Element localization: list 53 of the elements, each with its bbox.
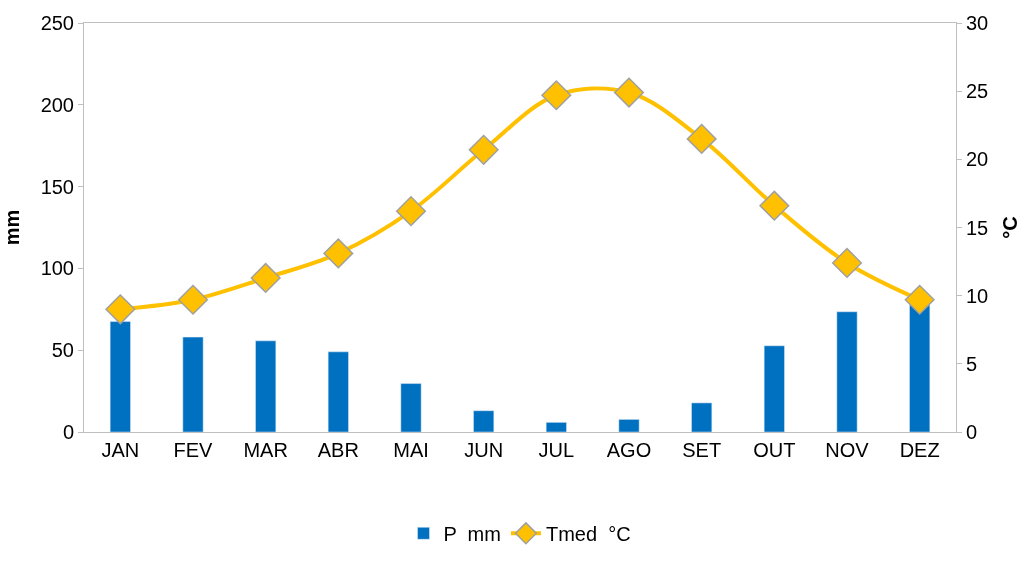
y2-tick-label: 5 — [966, 352, 978, 375]
bar — [763, 345, 785, 432]
y-tick-label: 50 — [51, 339, 74, 362]
legend-label: Tmed °C — [545, 523, 631, 546]
x-tick-label: FEV — [173, 439, 214, 461]
bar — [109, 321, 131, 432]
y2-tick-label: 25 — [966, 80, 989, 103]
point — [105, 294, 136, 325]
y2-tick-label: 30 — [966, 12, 989, 34]
x-tick-label: JAN — [101, 439, 140, 461]
point — [468, 134, 499, 165]
bar — [618, 419, 640, 432]
point — [395, 196, 427, 227]
point — [177, 284, 209, 315]
point — [831, 247, 863, 278]
bar — [400, 383, 422, 432]
x-tick-label: ABR — [317, 439, 359, 461]
x-tick-label: JUL — [538, 439, 575, 461]
y-tick-label: 150 — [40, 175, 74, 198]
y-tick-label: 200 — [40, 93, 74, 116]
x-tick-label: JUN — [464, 439, 504, 461]
bar — [909, 304, 931, 432]
x-tick-label: AGO — [606, 439, 652, 461]
point — [759, 190, 790, 221]
point — [613, 77, 645, 108]
bar — [473, 410, 495, 432]
y2-tick-label: 0 — [966, 421, 978, 443]
y-tick-label: 100 — [40, 257, 74, 280]
point — [686, 123, 717, 154]
y2-tick-label: 15 — [966, 216, 989, 239]
bar — [327, 351, 349, 432]
x-tick-label: MAR — [243, 439, 288, 461]
point — [904, 284, 935, 315]
y2-axis-title: °C — [998, 216, 1021, 239]
y-axis-title: mm — [1, 209, 24, 246]
y-tick-label: 250 — [40, 12, 74, 34]
bar — [255, 340, 277, 432]
bar — [836, 311, 858, 432]
x-tick-label: OUT — [753, 439, 796, 461]
x-tick-label: SET — [682, 439, 722, 461]
point — [323, 238, 354, 269]
x-tick-label: DEZ — [899, 439, 940, 461]
x-tick-label: NOV — [825, 439, 870, 461]
legend-label: P mm — [443, 523, 501, 546]
bar — [691, 402, 713, 432]
x-tick-label: MAI — [393, 439, 429, 461]
y-tick-label: 0 — [62, 421, 74, 443]
bar — [182, 336, 204, 432]
y2-tick-label: 20 — [966, 148, 989, 171]
y2-tick-label: 10 — [966, 284, 989, 307]
bar — [545, 422, 567, 432]
point — [250, 262, 281, 293]
point — [541, 80, 572, 111]
